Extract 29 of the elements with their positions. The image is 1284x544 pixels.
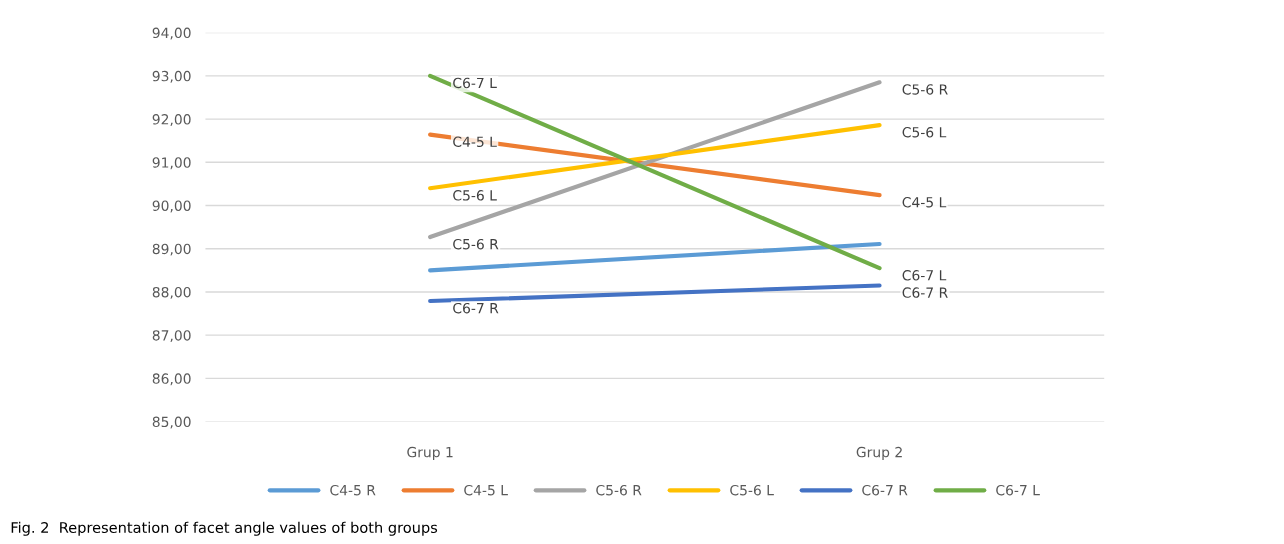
- annotation: C6-7 R: [453, 302, 499, 314]
- y-tick-label: 89,00: [152, 243, 191, 256]
- legend-label: C5-6 L: [730, 484, 774, 496]
- legend-label: C4-5 L: [464, 484, 508, 496]
- annotation: C5-6 R: [453, 238, 499, 250]
- y-tick-label: 93,00: [152, 70, 191, 83]
- annotation: C5-6 L: [453, 190, 497, 201]
- y-tick-label: 86,00: [152, 373, 191, 386]
- annotation: C4-5 L: [902, 197, 947, 208]
- x-tick-label: Grup 2: [856, 446, 902, 461]
- legend-label: C6-7 L: [996, 484, 1040, 496]
- legend-label: C5-6 R: [596, 484, 642, 496]
- annotation: C6-7 L: [902, 270, 947, 281]
- y-tick-label: 90,00: [152, 200, 191, 213]
- y-tick-label: 85,00: [152, 416, 191, 429]
- annotation: C6-7 L: [453, 77, 497, 89]
- legend-label: C4-5 R: [330, 484, 376, 496]
- y-tick-label: 94,00: [152, 27, 191, 40]
- y-tick-label: 88,00: [152, 286, 191, 299]
- annotation: C5-6 L: [902, 126, 947, 138]
- y-tick-label: 87,00: [152, 330, 191, 343]
- legend-label: C6-7 R: [862, 484, 908, 496]
- x-tick-label: Grup 1: [407, 446, 453, 461]
- y-tick-label: 92,00: [152, 114, 191, 126]
- annotation: C4-5 L: [453, 136, 497, 147]
- annotation: C6-7 R: [902, 287, 948, 298]
- text: Fig. 2 Representation of facet angle values of both groups: [11, 521, 438, 536]
- annotation: C5-6 R: [902, 84, 948, 95]
- y-tick-label: 91,00: [152, 157, 191, 170]
